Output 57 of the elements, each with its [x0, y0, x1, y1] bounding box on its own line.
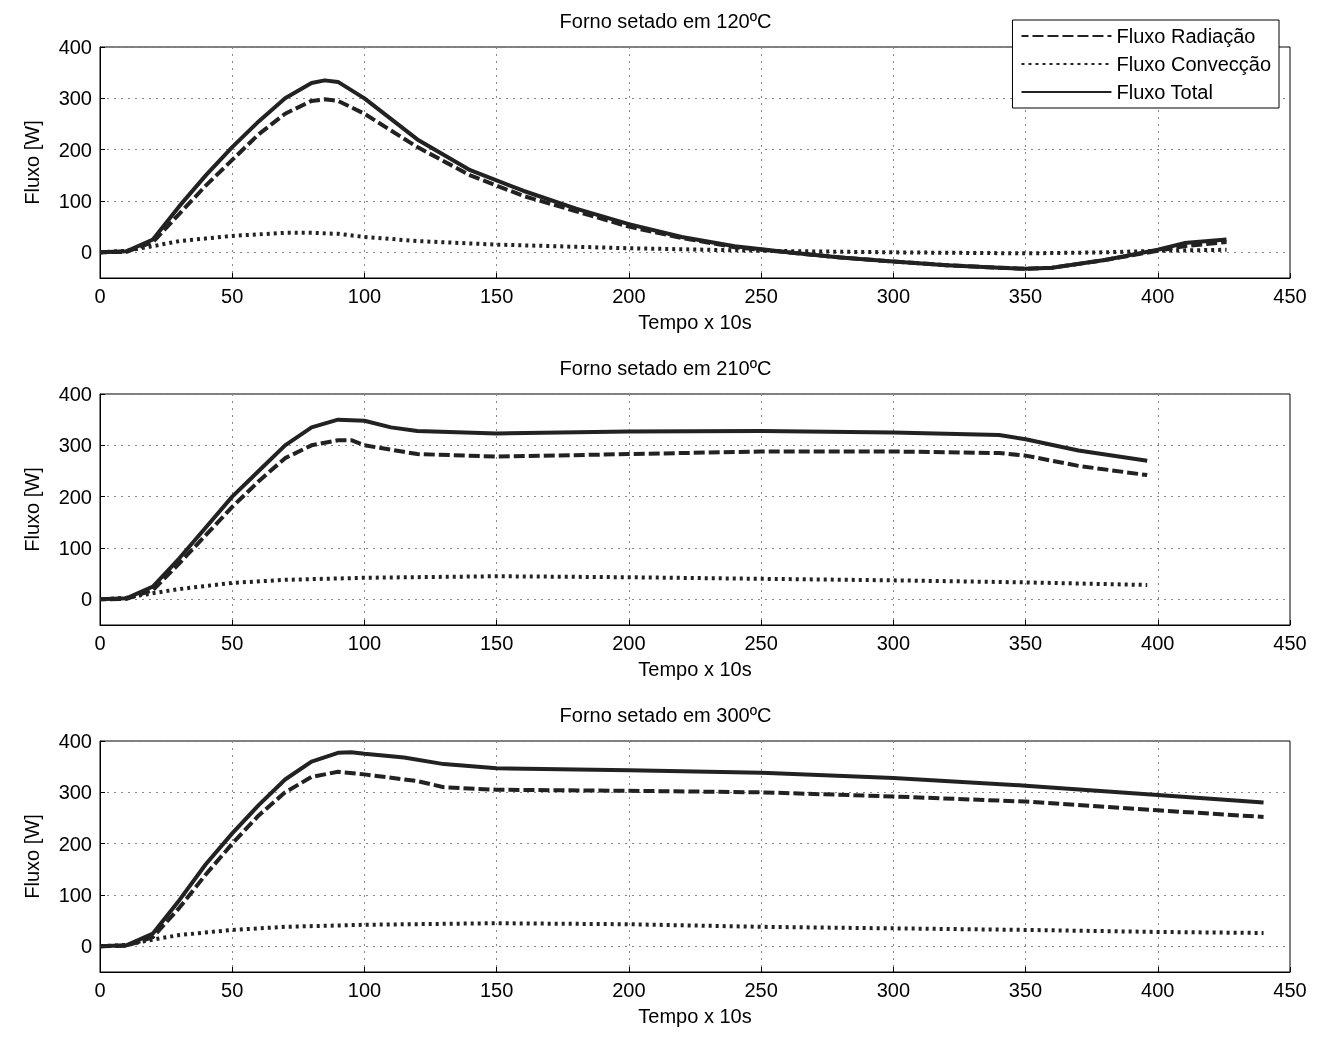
x-tick-label: 350: [1008, 979, 1043, 1001]
x-tick-label: 200: [612, 979, 646, 1001]
x-tick-label: 250: [744, 285, 778, 307]
x-tick-label: 250: [744, 979, 778, 1001]
x-tick-label: 0: [94, 632, 106, 654]
y-tick-label: 100: [58, 537, 92, 559]
y-tick-label: 100: [58, 190, 92, 212]
y-tick-label: 400: [58, 36, 92, 58]
y-tick-label: 400: [58, 730, 92, 752]
x-tick-label: 450: [1273, 979, 1307, 1001]
x-tick-label: 450: [1273, 285, 1307, 307]
chart-title: Forno setado em 300ºC: [559, 704, 772, 726]
y-tick-label: 100: [58, 884, 92, 906]
x-tick-label: 50: [221, 285, 244, 307]
y-tick-label: 400: [58, 383, 92, 405]
x-tick-label: 300: [876, 285, 911, 307]
x-tick-label: 0: [94, 285, 106, 307]
y-tick-label: 300: [58, 781, 92, 804]
x-tick-label: 400: [1141, 285, 1175, 307]
x-tick-label: 50: [221, 632, 244, 654]
y-tick-label: 0: [80, 935, 92, 958]
legend-label: Fluxo Convecção: [1116, 53, 1272, 75]
x-tick-label: 350: [1008, 285, 1043, 307]
x-tick-label: 150: [479, 979, 514, 1001]
x-tick-label: 100: [347, 632, 382, 654]
y-axis-title: Fluxo [W]: [21, 814, 43, 899]
x-tick-label: 400: [1141, 979, 1175, 1001]
x-tick-label: 200: [612, 285, 646, 307]
y-tick-label: 0: [80, 588, 92, 611]
x-tick-label: 100: [347, 979, 382, 1001]
legend-label: Fluxo Radiação: [1116, 25, 1256, 47]
x-tick-label: 150: [479, 285, 514, 307]
chart-title: Forno setado em 210ºC: [559, 357, 772, 379]
y-tick-label: 200: [58, 832, 92, 855]
x-tick-label: 300: [876, 979, 911, 1001]
x-tick-label: 250: [744, 632, 778, 654]
y-axis-title: Fluxo [W]: [21, 467, 43, 552]
x-axis-title: Tempo x 10s: [638, 1005, 752, 1027]
x-tick-label: 200: [612, 632, 646, 654]
y-axis-title: Fluxo [W]: [21, 120, 43, 205]
x-tick-label: 350: [1008, 632, 1043, 654]
x-tick-label: 0: [94, 979, 106, 1001]
x-tick-label: 400: [1141, 632, 1175, 654]
x-axis-title: Tempo x 10s: [638, 311, 752, 333]
y-tick-label: 200: [58, 138, 92, 161]
x-tick-label: 300: [876, 632, 911, 654]
legend-label: Fluxo Total: [1116, 81, 1213, 103]
y-tick-label: 300: [58, 87, 92, 110]
x-tick-label: 150: [479, 632, 514, 654]
y-tick-label: 200: [58, 485, 92, 508]
x-tick-label: 450: [1273, 632, 1307, 654]
chart-title: Forno setado em 120ºC: [559, 10, 772, 32]
y-tick-label: 0: [80, 241, 92, 264]
y-tick-label: 300: [58, 434, 92, 457]
x-tick-label: 50: [221, 979, 244, 1001]
x-tick-label: 100: [347, 285, 382, 307]
x-axis-title: Tempo x 10s: [638, 658, 752, 680]
